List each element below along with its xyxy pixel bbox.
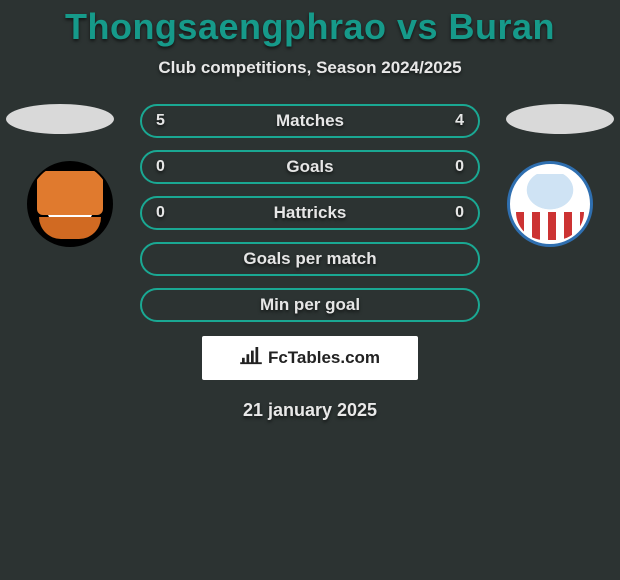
stat-left-value: 0 [156,158,165,176]
snapshot-date: 21 january 2025 [0,400,620,421]
bar-chart-icon [240,347,262,370]
stat-row-goals-per-match: Goals per match [140,242,480,276]
stat-left-value: 5 [156,112,165,130]
page-subtitle: Club competitions, Season 2024/2025 [0,58,620,78]
stat-label: Goals [286,157,333,177]
brand-text: FcTables.com [268,348,380,368]
stat-row-hattricks: 0 Hattricks 0 [140,196,480,230]
team-left-shadow [6,104,114,134]
stat-right-value: 0 [455,204,464,222]
team-right-logo [500,159,600,249]
comparison-panel: 5 Matches 4 0 Goals 0 0 Hattricks 0 Goal… [0,104,620,421]
stat-label: Min per goal [260,295,360,315]
stat-label: Hattricks [274,203,347,223]
team-left-logo [20,159,120,249]
brand-badge[interactable]: FcTables.com [202,336,418,380]
stat-bars: 5 Matches 4 0 Goals 0 0 Hattricks 0 Goal… [140,104,480,322]
stat-left-value: 0 [156,204,165,222]
stat-row-goals: 0 Goals 0 [140,150,480,184]
stat-label: Matches [276,111,344,131]
stat-right-value: 4 [455,112,464,130]
stat-label: Goals per match [243,249,376,269]
page-title: Thongsaengphrao vs Buran [0,0,620,48]
stat-right-value: 0 [455,158,464,176]
team-right-shadow [506,104,614,134]
stat-row-min-per-goal: Min per goal [140,288,480,322]
team-left-crest-icon [27,161,113,247]
team-right-crest-icon [507,161,593,247]
stat-row-matches: 5 Matches 4 [140,104,480,138]
